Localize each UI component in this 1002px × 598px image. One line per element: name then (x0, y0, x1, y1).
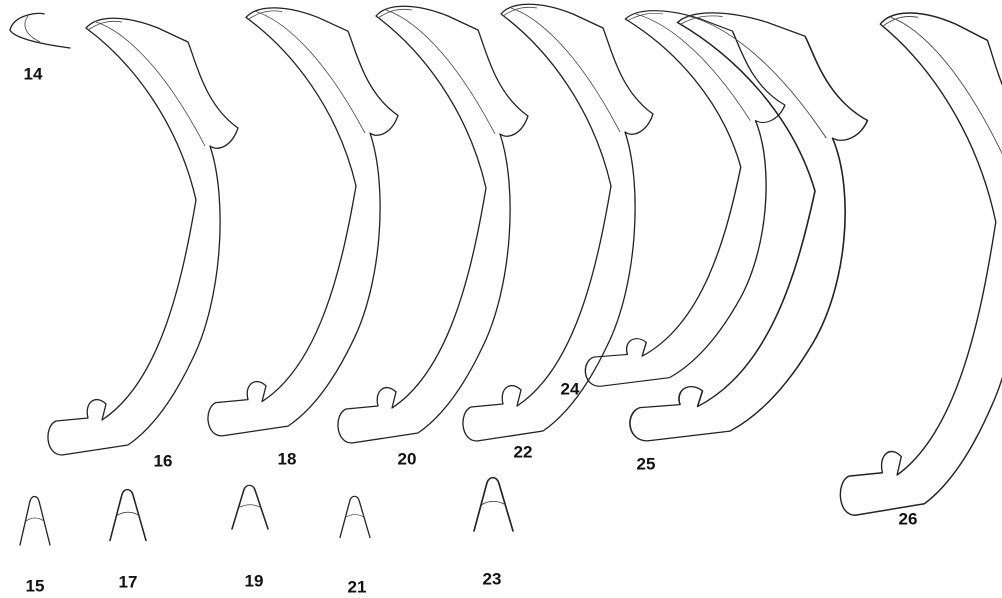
figure-22 (463, 4, 653, 441)
figure-24 (585, 11, 785, 387)
figure-label: 20 (398, 449, 417, 468)
figure-label: 16 (154, 451, 173, 470)
figure-label: 18 (278, 449, 297, 468)
figure-25 (630, 13, 868, 441)
figure-26 (840, 13, 1002, 515)
figure-16 (48, 18, 238, 455)
figure-label: 25 (637, 454, 656, 473)
figure-17 (110, 490, 146, 541)
figure-23 (474, 478, 513, 531)
figure-19 (232, 485, 268, 529)
figure-label: 24 (561, 379, 580, 398)
figure-14 (10, 13, 70, 48)
figure-20 (338, 6, 528, 443)
figure-label: 15 (26, 576, 45, 595)
figure-label: 23 (483, 569, 502, 588)
figure-label: 17 (119, 572, 138, 591)
figure-21 (340, 496, 370, 537)
figure-label: 14 (24, 64, 43, 83)
figure-plate: 14 15 16 17 18 19 20 21 22 23 24 25 26 (0, 0, 1002, 598)
figure-label: 21 (348, 577, 367, 596)
figure-label: 19 (245, 571, 264, 590)
figure-label: 22 (514, 442, 533, 461)
figure-18 (208, 8, 398, 436)
figure-labels: 14 15 16 17 18 19 20 21 22 23 24 25 26 (24, 64, 918, 596)
figure-label: 26 (899, 509, 918, 528)
figure-15 (20, 497, 50, 546)
